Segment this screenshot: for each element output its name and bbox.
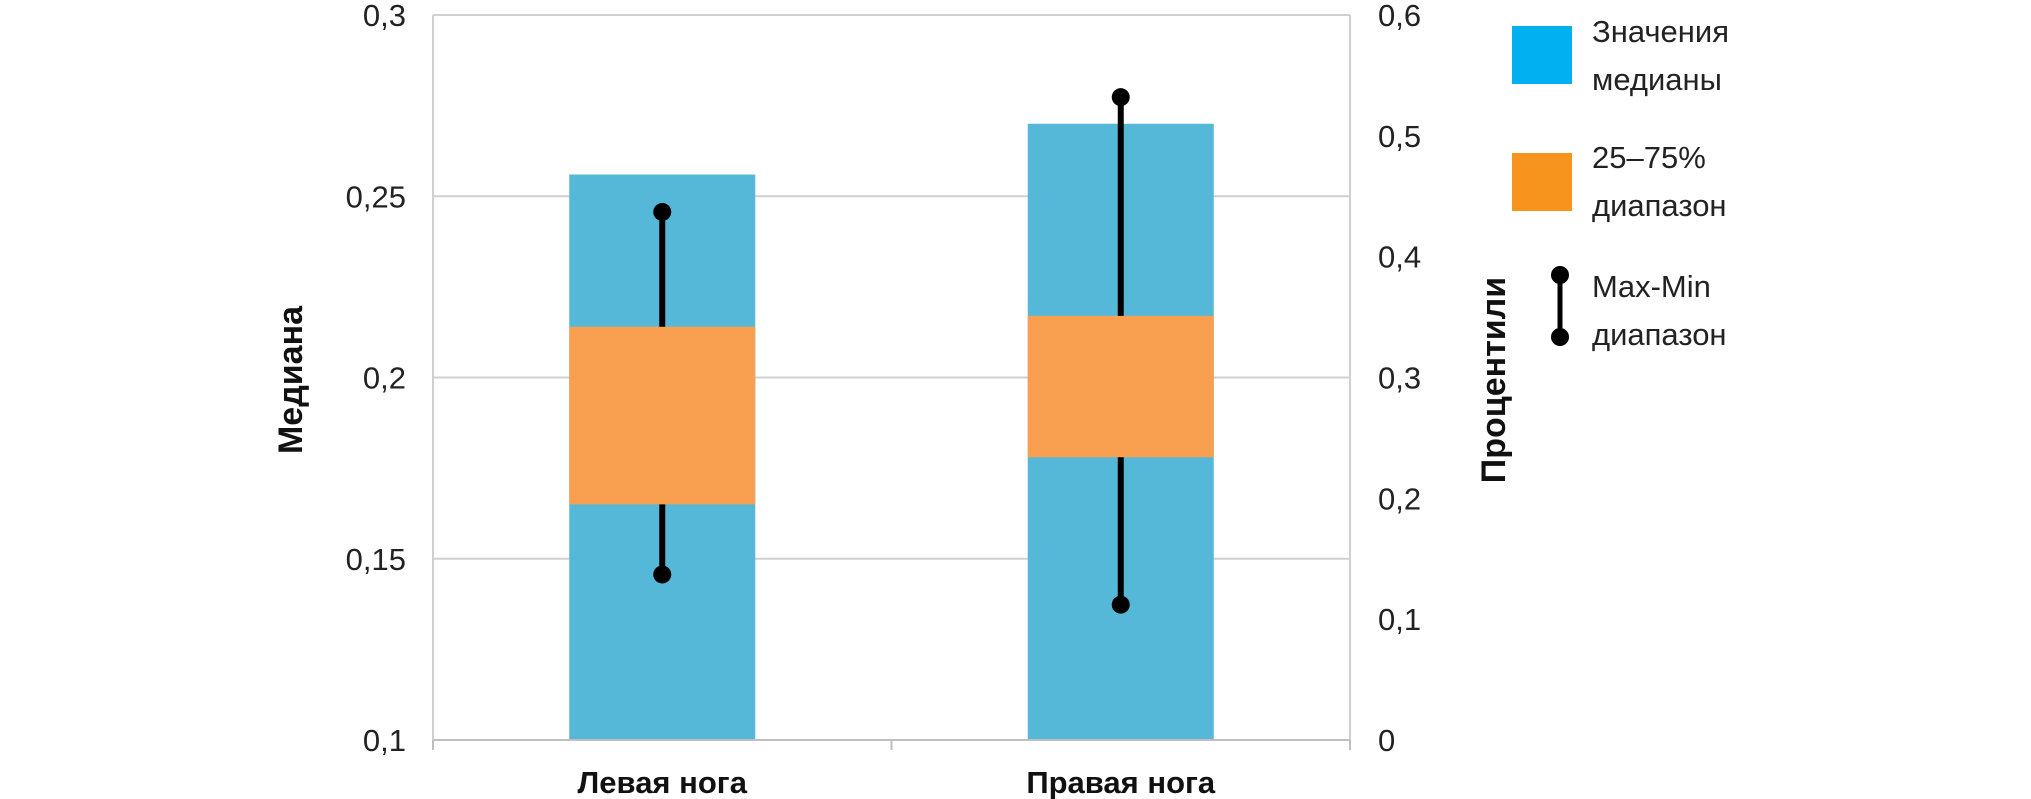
axes [432,15,1351,750]
legend-label-maxmin-line1: Max-Min [1592,269,1711,304]
legend-label-iqr-line2: диапазон [1592,188,1727,223]
legend-label-median-line1: Значения [1592,14,1729,49]
whisker-min-point [653,565,672,584]
y-axis-title: Медиана [272,305,310,454]
y2-tick-label: 0,1 [1378,602,1421,637]
iqr-box [1027,315,1214,458]
y2-tick-label: 0,6 [1378,0,1421,33]
legend-whisker-icon [1551,266,1569,346]
y2-tick-label: 0,5 [1378,119,1421,154]
legend-swatch-iqr [1512,153,1572,211]
category-label: Левая нога [578,765,748,799]
y-tick-label: 0,15 [346,542,406,577]
whisker-max-point [653,202,672,221]
right-axis-ticks: 0 0,1 0,2 0,3 0,4 0,5 0,6 [1378,0,1421,758]
legend-label-maxmin-line2: диапазон [1592,317,1727,352]
legend-label-median-line2: медианы [1592,62,1722,97]
y-tick-label: 0,2 [363,361,406,396]
category-labels: Левая нога Правая нога [578,765,1216,799]
y-tick-label: 0,3 [363,0,406,33]
iqr-boxes [569,315,1214,505]
legend-swatch-median [1512,26,1572,84]
iqr-box [569,326,756,505]
y2-axis-title: Процентили [1475,277,1513,483]
category-label: Правая нога [1026,765,1216,799]
legend-label-iqr-line1: 25–75% [1592,140,1706,175]
whisker-max-point [1111,88,1130,107]
y2-tick-label: 0 [1378,723,1395,758]
y2-tick-label: 0,2 [1378,481,1421,516]
y2-tick-label: 0,4 [1378,240,1421,275]
y-tick-label: 0,1 [363,723,406,758]
y-tick-label: 0,25 [346,179,406,214]
left-axis-ticks: 0,1 0,15 0,2 0,25 0,3 [346,0,406,758]
whisker-min-point [1111,595,1130,614]
y2-tick-label: 0,3 [1378,361,1421,396]
legend: Значения медианы 25–75% диапазон Max-Min… [1512,14,1729,352]
